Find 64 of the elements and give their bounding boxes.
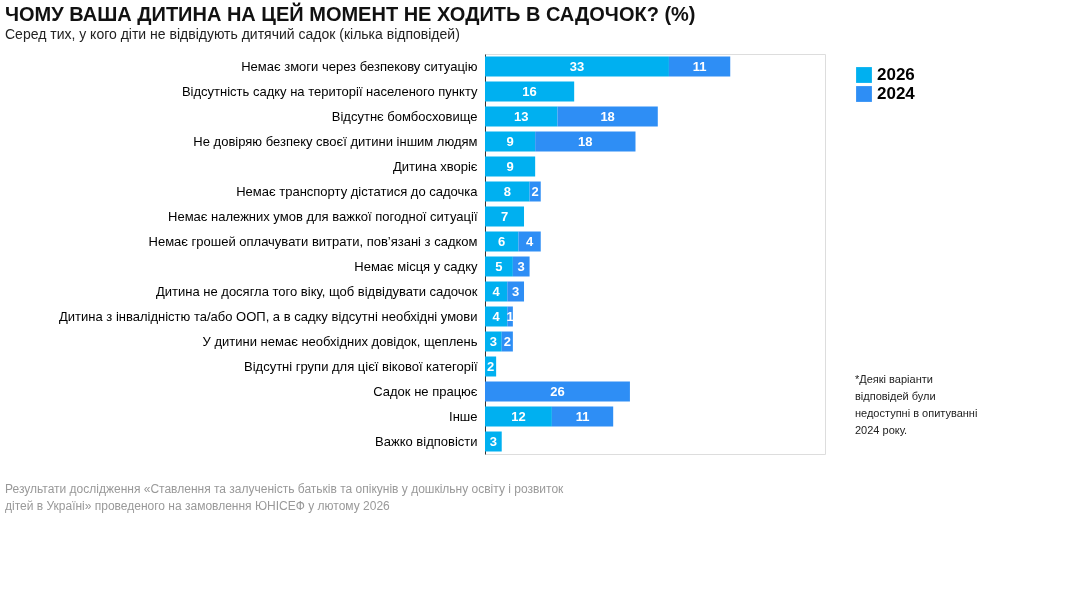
bar xyxy=(485,231,519,252)
bar xyxy=(485,181,530,202)
bar xyxy=(557,106,658,127)
bar xyxy=(485,156,536,177)
data-label: 5 xyxy=(495,258,503,274)
text: Результати дослідження «Ставлення та залученість батьків та опікунів у дошкільну освіту і розвиток дітей в Україні» проведеного на замовлення ЮНІСЕФ у лютому 2026 xyxy=(5,482,565,513)
data-label: 3 xyxy=(517,258,525,274)
y-tick-label: Немає грошей оплачувати витрати, пов’язані з садком xyxy=(148,233,478,249)
bar xyxy=(535,131,636,152)
bar xyxy=(485,81,575,102)
data-label: 1 xyxy=(506,308,514,324)
data-label: 9 xyxy=(506,158,514,174)
bar xyxy=(551,406,614,427)
y-tick-label: Дитина не досягла того віку, щоб відвідувати садочок xyxy=(155,283,478,299)
y-tick-label: Немає змоги через безпекову ситуацію xyxy=(241,58,478,74)
text: Серед тих, у кого діти не відвідують дитячий садок (кілька відповідей) xyxy=(5,26,460,42)
y-tick-label: Садок не працює xyxy=(373,383,478,399)
y-tick-label: Немає належних умов для важкої погодної ситуації xyxy=(168,208,478,224)
data-label: 11 xyxy=(692,58,707,74)
data-label: 3 xyxy=(512,283,520,299)
data-label: 3 xyxy=(489,433,497,449)
y-tick-label: Немає транспорту дістатися до садочка xyxy=(236,183,479,199)
data-label: 13 xyxy=(514,108,529,124)
data-label: 2 xyxy=(503,333,511,349)
y-tick-label: Дитина з інвалідністю та/або ООП, а в садку відсутні необхідні умови xyxy=(59,308,478,324)
data-label: 11 xyxy=(575,408,590,424)
bar xyxy=(485,256,513,277)
data-label: 9 xyxy=(506,133,514,149)
y-tick-label: Відсутнє бомбосховище xyxy=(331,108,478,124)
chart-title: ЧОМУ ВАША ДИТИНА НА ЦЕЙ МОМЕНТ НЕ ХОДИТЬ В САДОЧОК? (%) xyxy=(5,2,696,25)
bar xyxy=(485,381,630,402)
data-label: 16 xyxy=(522,83,537,99)
data-label: 4 xyxy=(492,283,501,299)
bar xyxy=(485,131,536,152)
legend-label: 2026 xyxy=(877,65,915,84)
y-tick-label: Не довіряю безпеку своєї дитини іншим людям xyxy=(193,133,478,149)
y-tick-label: Дитина хворіє xyxy=(392,158,478,174)
y-tick-label: У дитини немає необхідних довідок, щеплень xyxy=(202,333,478,349)
data-label: 2 xyxy=(486,358,495,374)
data-label: 18 xyxy=(600,108,615,124)
bar xyxy=(485,406,552,427)
y-tick-label: Відсутність садку на території населеного пункту xyxy=(181,83,478,99)
data-label: 7 xyxy=(500,208,509,224)
bar xyxy=(668,56,731,77)
legend-label: 2024 xyxy=(877,84,916,103)
data-label: 6 xyxy=(498,233,506,249)
data-label: 18 xyxy=(578,133,593,149)
bar xyxy=(485,56,669,77)
data-label: 12 xyxy=(511,408,526,424)
data-label: 4 xyxy=(525,233,534,249)
data-label: 3 xyxy=(489,333,497,349)
bar xyxy=(518,231,541,252)
text: *Деякі варіанти відповідей були недоступні в опитуванні 2024 року. xyxy=(855,373,978,436)
data-label: 4 xyxy=(492,308,501,324)
y-tick-label: Інше xyxy=(449,408,478,424)
bar xyxy=(485,106,558,127)
data-label: 26 xyxy=(550,383,565,399)
y-tick-label: Відсутні групи для цієї вікової категорії xyxy=(244,358,478,374)
data-label: 8 xyxy=(503,183,511,199)
y-tick-label: Важко відповісти xyxy=(375,433,478,449)
y-tick-label: Немає місця у садку xyxy=(354,258,478,274)
data-label: 2 xyxy=(531,183,539,199)
bar xyxy=(485,206,525,227)
data-label: 33 xyxy=(569,58,585,74)
